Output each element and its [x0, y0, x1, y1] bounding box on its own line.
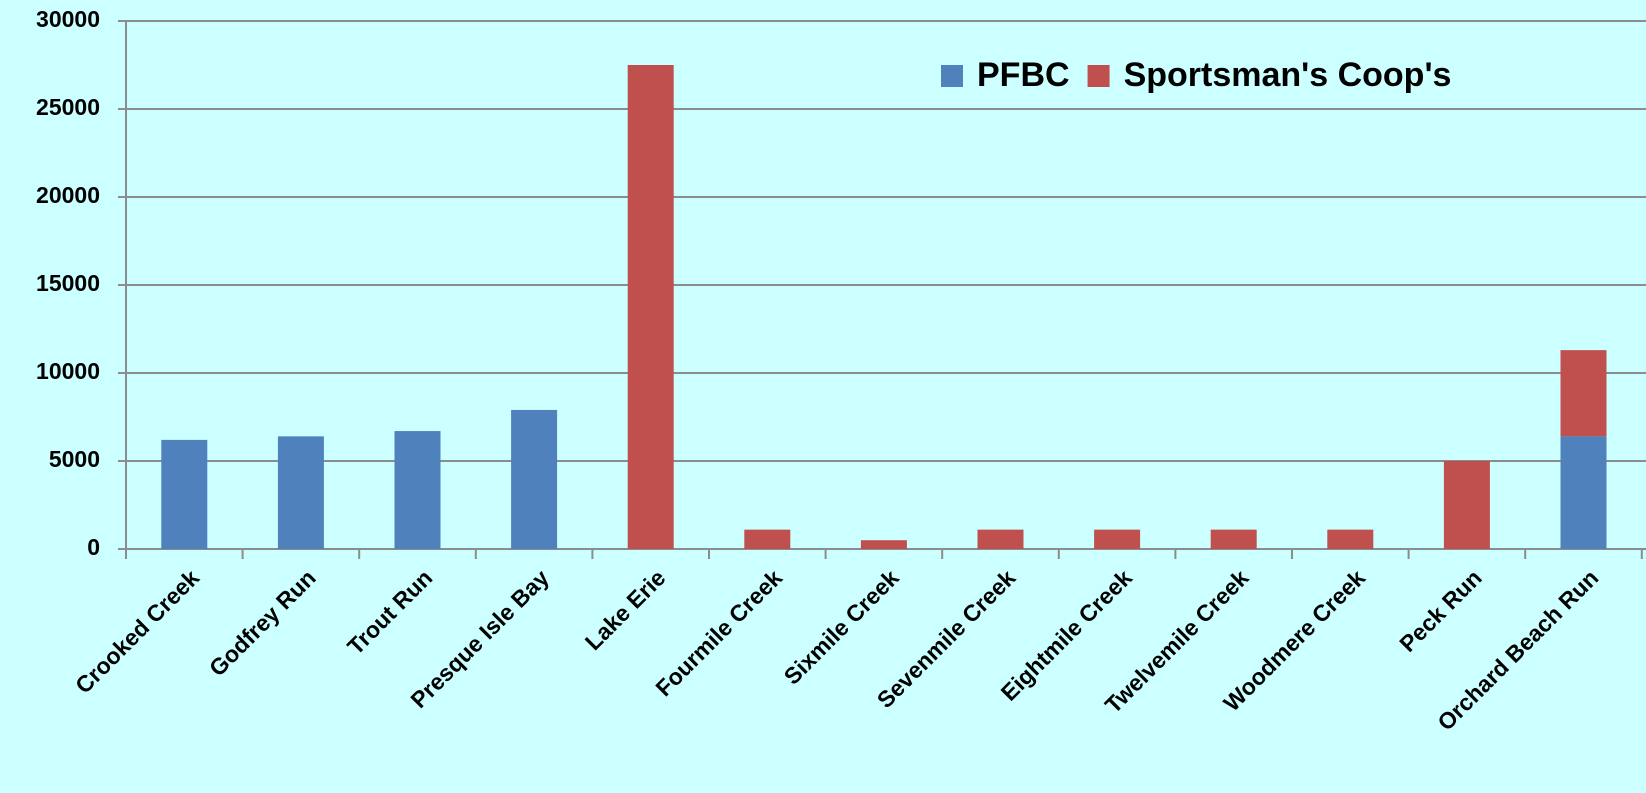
legend-label: PFBC: [977, 56, 1070, 94]
y-tick-label: 10000: [36, 358, 100, 384]
bar-segment: [744, 529, 791, 549]
x-tick-label: Godfrey Run: [204, 564, 321, 681]
y-tick-label: 0: [87, 534, 100, 560]
y-tick-label: 5000: [49, 446, 100, 472]
legend-swatch: [1087, 65, 1110, 87]
bar-segment: [161, 439, 208, 549]
bar-segment: [1094, 529, 1141, 549]
bar-segment: [1560, 350, 1607, 437]
legend-swatch: [941, 65, 963, 87]
y-tick-label: 20000: [36, 182, 100, 208]
bar-segment: [277, 436, 324, 549]
bar-segment: [1560, 436, 1607, 549]
bar-segment: [394, 431, 441, 549]
bar-segment: [511, 409, 558, 549]
bar-segment: [1327, 529, 1374, 549]
bar-segment: [860, 540, 907, 549]
y-tick-label: 30000: [36, 6, 100, 32]
bar-segment: [627, 65, 674, 549]
bar-segment: [1443, 461, 1490, 549]
x-tick-label: Sixmile Creek: [779, 564, 904, 689]
bar-segment: [1210, 529, 1257, 549]
x-tick-label: Lake Erie: [580, 564, 671, 655]
x-tick-label: Trout Run: [342, 564, 437, 659]
x-tick-label: Crooked Creek: [70, 564, 204, 698]
x-tick-label: Fourmile Creek: [650, 564, 787, 701]
y-tick-label: 15000: [36, 270, 100, 296]
bar-segment: [977, 529, 1024, 549]
x-tick-label: Peck Run: [1394, 564, 1487, 657]
legend-label: Sportsman's Coop's: [1124, 56, 1452, 94]
y-tick-label: 25000: [36, 94, 100, 120]
